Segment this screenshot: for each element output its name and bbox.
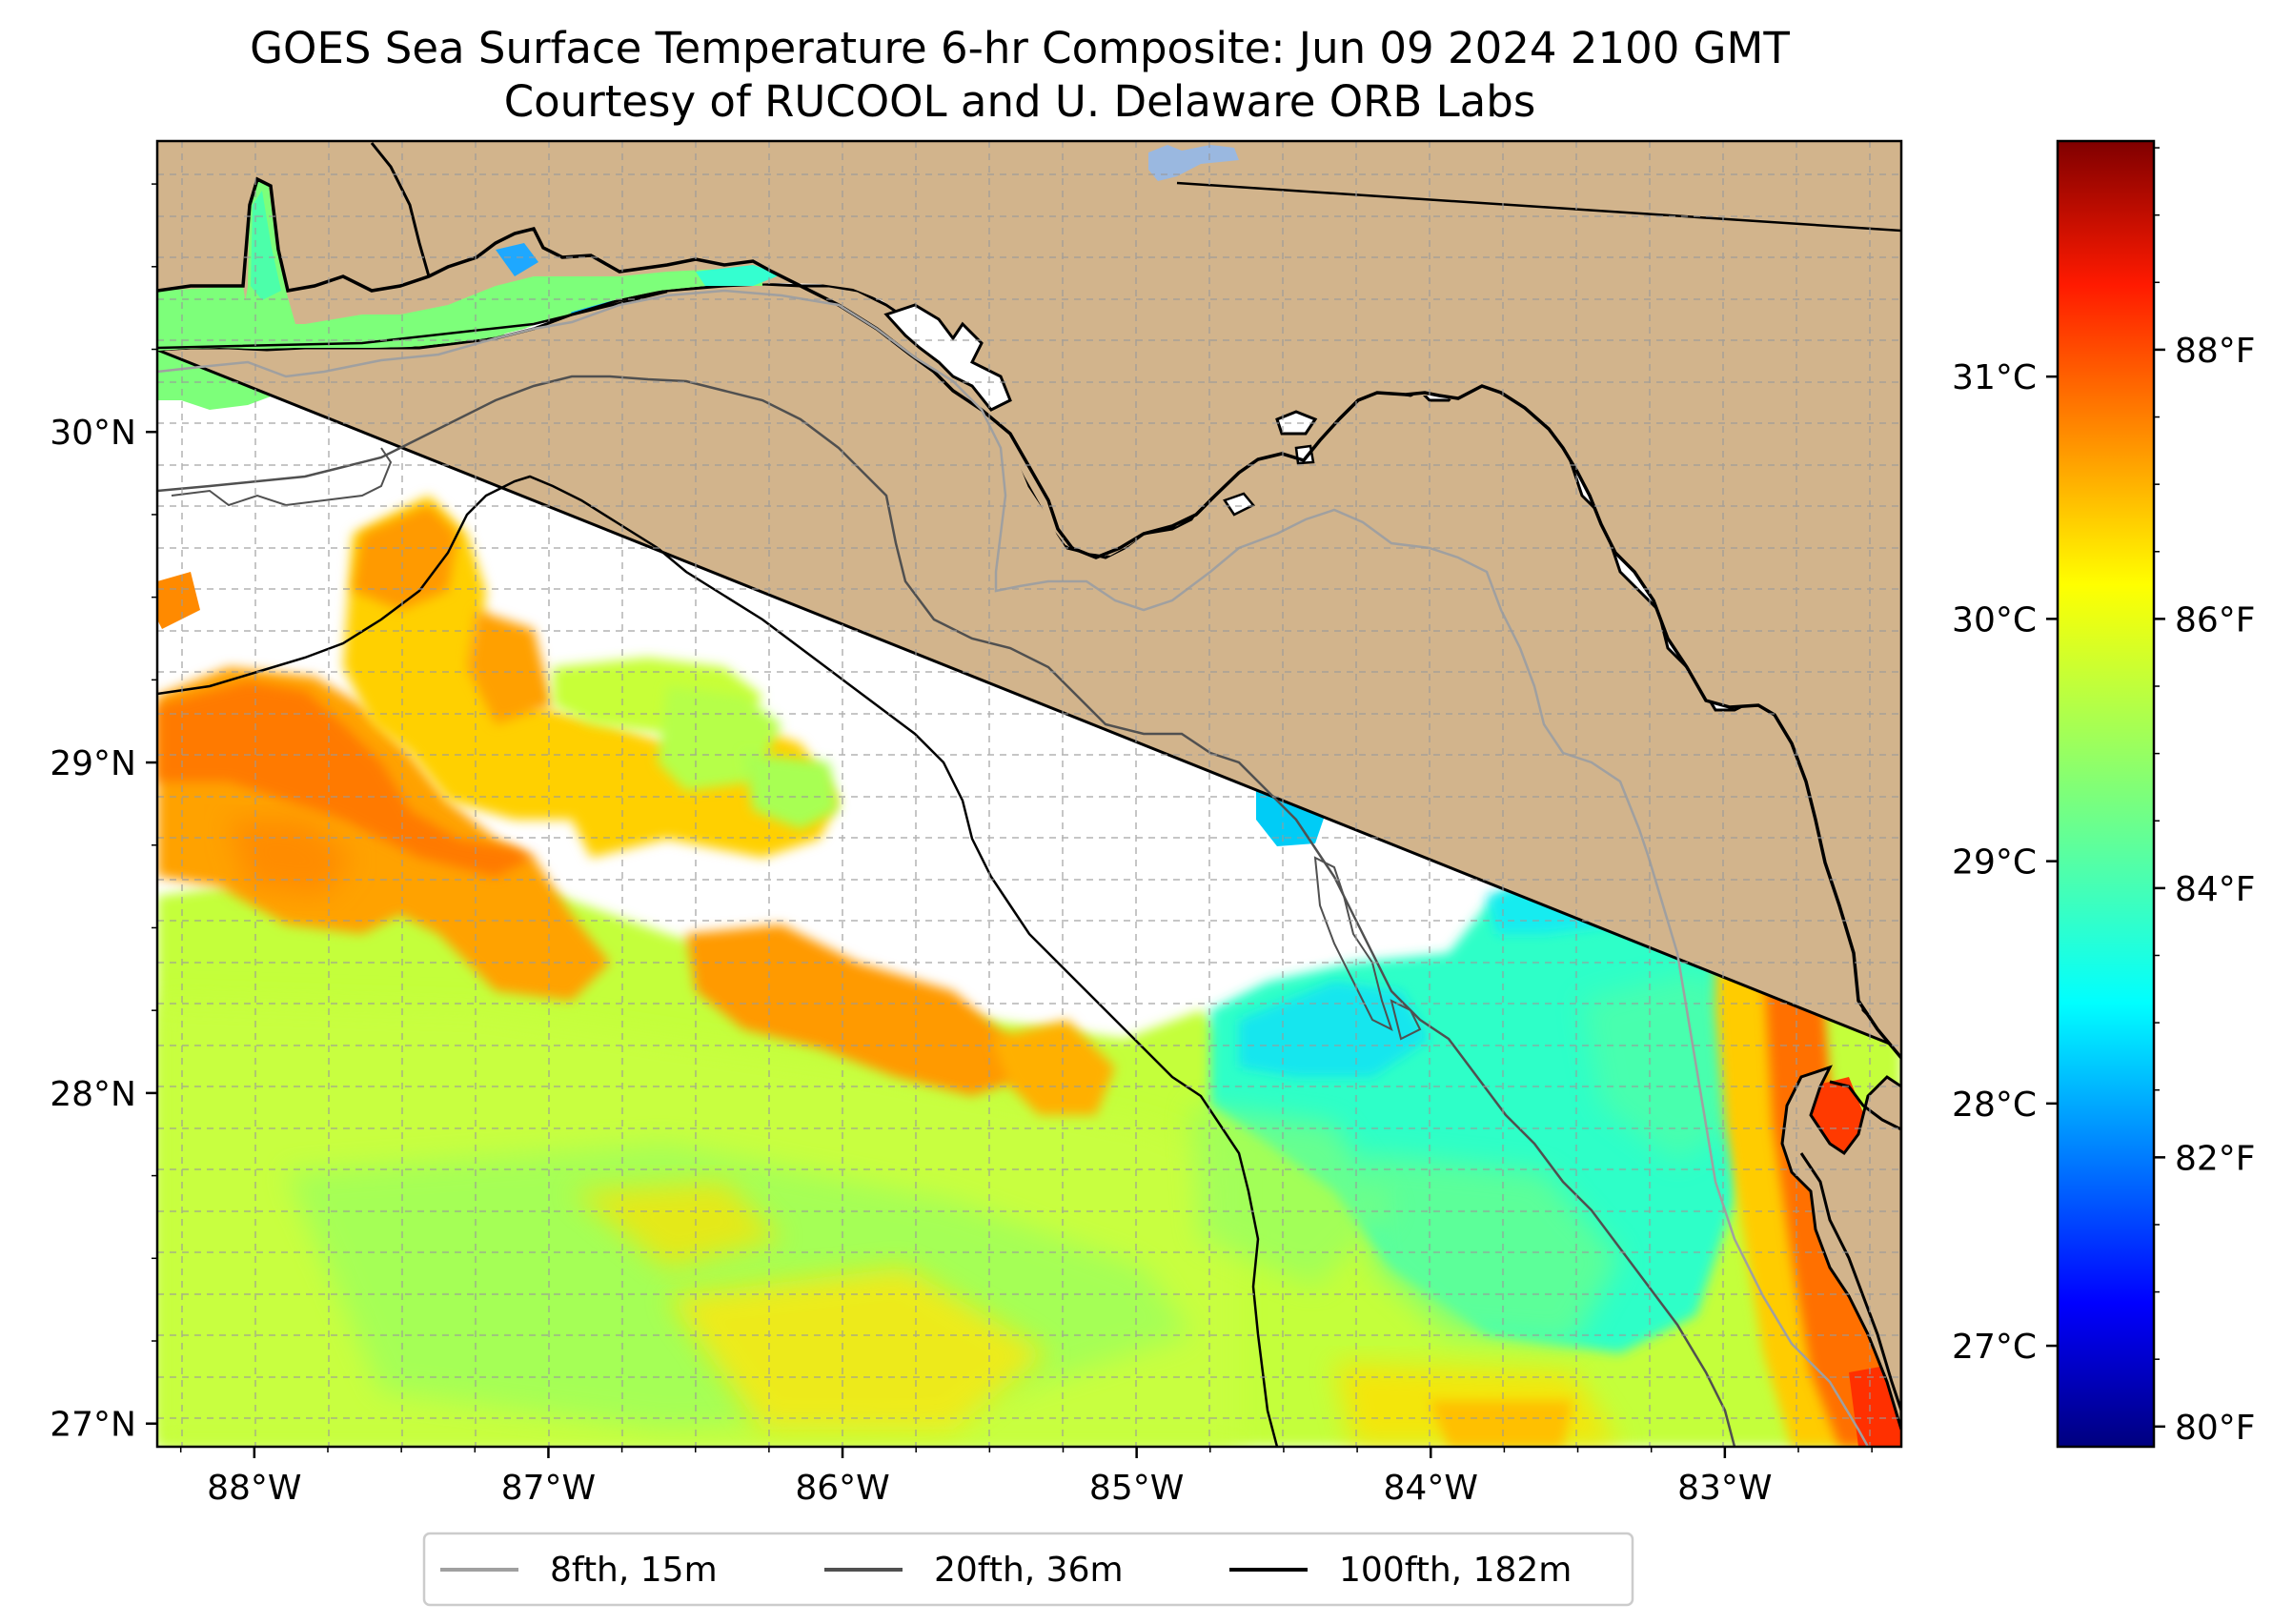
colorbar-fahrenheit-axis: 80°F 82°F 84°F 86°F 88°F [2154,147,2256,1448]
graticule [157,141,1901,1447]
lon-tick-label: 83°W [1677,1469,1772,1508]
celsius-tick-label: 31°C [1952,358,2037,397]
longitude-axis: 88°W 87°W 86°W 85°W 84°W 83°W [179,1447,1873,1508]
figure-subtitle: Courtesy of RUCOOL and U. Delaware ORB L… [504,76,1536,127]
lon-tick-label: 85°W [1089,1469,1184,1508]
celsius-tick-label: 29°C [1952,843,2037,883]
legend-label-100fth: 100fth, 182m [1339,1551,1572,1590]
lake [1148,145,1239,181]
coastline [157,176,1901,1060]
fahrenheit-tick-label: 86°F [2175,600,2256,639]
lat-tick-label: 30°N [50,414,136,453]
isobath-8fth [157,289,1870,1447]
celsius-tick-label: 27°C [1952,1328,2037,1367]
lat-tick-label: 27°N [50,1406,136,1445]
colorbar-celsius-axis: 27°C 28°C 29°C 30°C 31°C [1952,358,2058,1367]
isobath-100fth [157,475,1279,1447]
figure-title: GOES Sea Surface Temperature 6-hr Compos… [250,23,1790,73]
fahrenheit-tick-label: 88°F [2175,332,2256,371]
isobath-20fth [157,375,1736,1447]
sst-field [157,191,1901,1447]
legend-label-8fth: 8fth, 15m [550,1551,718,1590]
celsius-tick-label: 30°C [1952,600,2037,639]
latitude-axis: 27°N 28°N 29°N 30°N [50,183,157,1445]
lat-tick-label: 28°N [50,1075,136,1114]
map-area [157,141,1901,1447]
map-frame [155,139,1903,1449]
celsius-tick-label: 28°C [1952,1086,2037,1125]
lon-tick-label: 84°W [1384,1469,1478,1508]
legend-label-20fth: 20fth, 36m [934,1551,1124,1590]
isobath-legend: 8fth, 15m 20fth, 36m 100fth, 182m [422,1532,1634,1607]
fahrenheit-tick-label: 82°F [2175,1139,2256,1178]
legend-box [422,1532,1634,1607]
colorbar [2056,139,2156,1449]
lon-tick-label: 86°W [795,1469,889,1508]
lon-tick-label: 87°W [501,1469,596,1508]
fahrenheit-tick-label: 84°F [2175,870,2256,909]
fahrenheit-tick-label: 80°F [2175,1409,2256,1448]
lon-tick-label: 88°W [207,1469,301,1508]
lat-tick-label: 29°N [50,744,136,783]
